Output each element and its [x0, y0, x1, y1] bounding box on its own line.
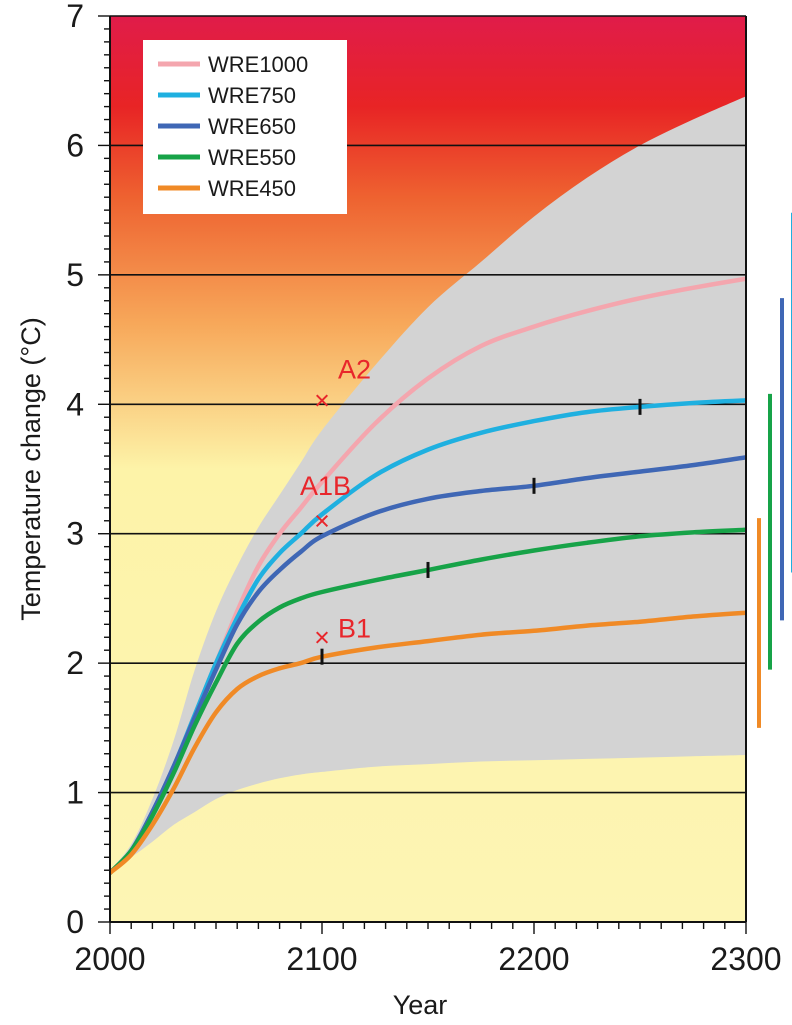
y-axis-title: Temperature change (°C): [16, 317, 46, 620]
equilibrium-ranges-layer: [757, 212, 792, 728]
x-tick-label-2100: 2100: [286, 941, 357, 977]
y-tick-label-4: 4: [66, 386, 84, 422]
y-tick-label-2: 2: [66, 645, 84, 681]
y-tick-label-3: 3: [66, 516, 84, 552]
y-tick-label-0: 0: [66, 904, 84, 940]
y-tick-label-7: 7: [66, 0, 84, 34]
scenario-label-a1b: A1B: [300, 471, 351, 501]
scenario-label-a2: A2: [338, 354, 371, 384]
axes-layer: 0 1 2 3 4 5 6 7 2000 2100 2200 2300: [66, 0, 781, 977]
uncertainty-band: [110, 96, 746, 871]
x-tick-label-2200: 2200: [498, 941, 569, 977]
stabilization-marks-layer: [320, 398, 642, 665]
series-layer: [110, 276, 746, 876]
legend-label-wre450: WRE450: [208, 176, 296, 201]
scenario-marker-a1b: ×: [314, 506, 330, 536]
legend-label-wre750: WRE750: [208, 83, 296, 108]
y-tick-label-1: 1: [66, 775, 84, 811]
uncertainty-band-layer: [110, 96, 746, 871]
legend: WRE1000 WRE750 WRE650 WRE550 WRE450: [143, 40, 347, 214]
scenario-label-b1: B1: [338, 613, 371, 643]
x-tick-label-2000: 2000: [74, 941, 145, 977]
x-tick-label-2300: 2300: [710, 941, 781, 977]
scenario-marker-a2: ×: [314, 385, 330, 415]
series-line-wre550: [110, 527, 746, 876]
series-line-wre650: [110, 455, 746, 876]
scenario-marker-b1: ×: [314, 622, 330, 652]
legend-label-wre650: WRE650: [208, 114, 296, 139]
y-tick-label-6: 6: [66, 127, 84, 163]
y-tick-label-5: 5: [66, 257, 84, 293]
legend-label-wre1000: WRE1000: [208, 52, 308, 77]
legend-label-wre550: WRE550: [208, 145, 296, 170]
scenario-markers-layer: × A2 × A1B × B1: [300, 354, 371, 652]
series-line-wre450: [110, 610, 746, 876]
x-axis-title: Year: [393, 990, 448, 1020]
